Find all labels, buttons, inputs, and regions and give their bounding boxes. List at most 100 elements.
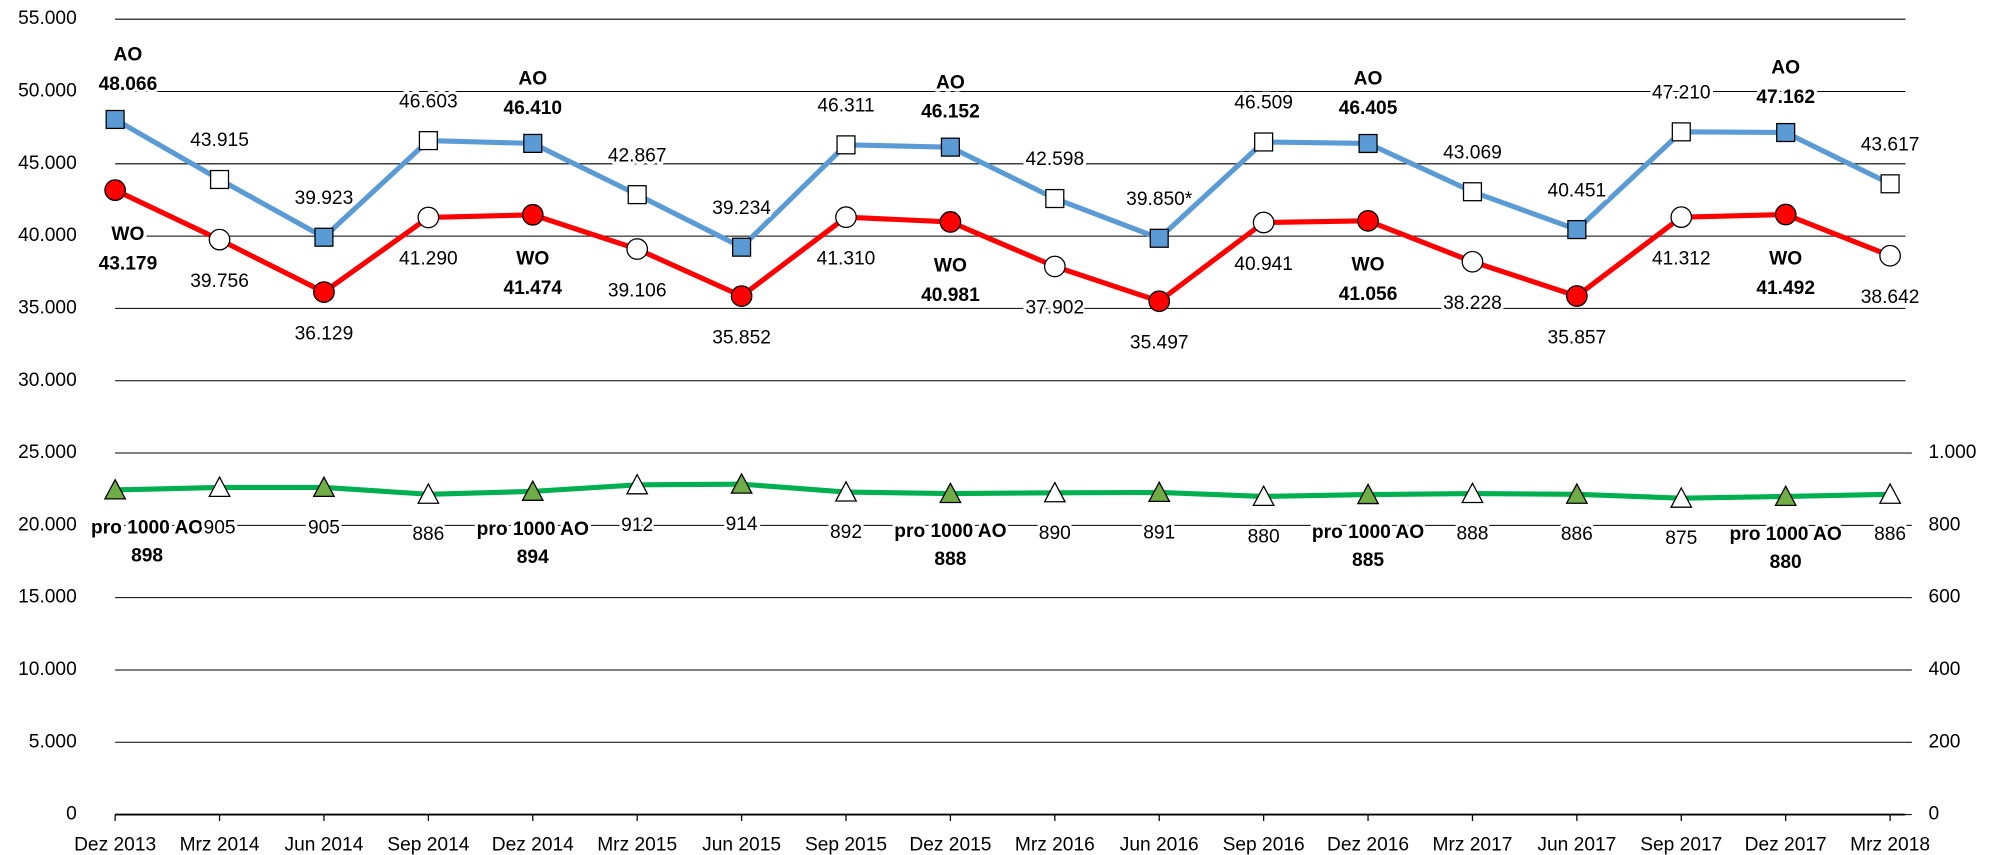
x-tick-label: Dez 2015 (909, 834, 991, 855)
value-label: 41.310 (817, 248, 876, 269)
marker (1043, 481, 1067, 503)
x-tick-label: Jun 2014 (285, 834, 364, 855)
value-label: 905 (204, 517, 236, 538)
marker (208, 475, 231, 497)
value-label: 41.474 (503, 278, 562, 299)
x-tick-label: Mrz 2018 (1850, 834, 1930, 855)
value-label: 43.617 (1861, 135, 1920, 156)
marker (105, 109, 125, 130)
value-label: 914 (726, 514, 758, 535)
value-label: 48.066 (99, 74, 158, 95)
value-label: 40.451 (1548, 180, 1607, 201)
value-label: 46.603 (399, 91, 458, 112)
series-name-label: pro 1000 AO (1730, 524, 1842, 545)
y-tick-label: 0 (66, 804, 77, 825)
y2-tick-label: 1.000 (1928, 442, 1976, 463)
x-tick-label: Jun 2015 (702, 834, 781, 855)
series-name-label: pro 1000 AO (1312, 522, 1424, 543)
value-label: 35.852 (712, 327, 771, 348)
marker (730, 285, 753, 307)
value-label: 890 (1039, 523, 1071, 544)
value-label: 43.069 (1443, 142, 1502, 163)
series-line (113, 117, 1892, 250)
marker (1045, 188, 1065, 209)
series-name-label: WO (1769, 248, 1802, 269)
series-name-label: WO (1352, 255, 1385, 276)
marker (314, 227, 334, 247)
marker (523, 133, 543, 154)
marker (1774, 484, 1797, 507)
value-label: 39.756 (190, 271, 249, 292)
marker (417, 482, 440, 504)
y-tick-label: 5.000 (29, 731, 77, 752)
value-label: 888 (1456, 524, 1488, 545)
marker (521, 203, 544, 226)
marker (1878, 482, 1902, 504)
value-label: 46.405 (1339, 98, 1398, 119)
value-label: 35.857 (1548, 327, 1607, 348)
marker (732, 237, 752, 257)
marker (1148, 290, 1171, 313)
value-label: 892 (830, 522, 862, 543)
marker (940, 137, 961, 157)
marker (1879, 244, 1901, 267)
value-label: 43.915 (190, 130, 249, 151)
marker (626, 238, 649, 260)
value-label: 41.056 (1339, 284, 1398, 305)
y2-tick-label: 200 (1928, 731, 1960, 752)
y-tick-label: 15.000 (18, 587, 77, 608)
x-tick-label: Sep 2016 (1223, 834, 1305, 855)
value-label: 886 (1561, 524, 1593, 545)
marker (417, 206, 440, 229)
value-label: 886 (1874, 524, 1906, 545)
series-line (115, 481, 1891, 501)
marker (730, 472, 753, 494)
value-label: 888 (934, 549, 966, 570)
value-label: 41.290 (399, 249, 458, 270)
marker (1461, 250, 1484, 273)
marker (1147, 480, 1171, 503)
marker (836, 135, 856, 155)
x-tick-label: Jun 2016 (1120, 834, 1199, 855)
marker (1252, 211, 1275, 234)
value-label: 898 (131, 545, 163, 566)
value-label: 40.941 (1234, 254, 1293, 275)
marker (208, 228, 231, 251)
marker (1358, 133, 1378, 154)
y-tick-label: 45.000 (18, 153, 77, 174)
x-tick-label: Mrz 2015 (597, 834, 677, 855)
series-name-label: pro 1000 AO (477, 519, 589, 540)
marker (1254, 132, 1274, 152)
x-tick-label: Mrz 2014 (180, 834, 260, 855)
marker (1565, 285, 1588, 307)
marker (1357, 209, 1379, 232)
y2-tick-label: 0 (1928, 804, 1939, 825)
series-name-label: WO (111, 224, 144, 245)
x-tick-label: Dez 2014 (492, 834, 574, 855)
value-label: 46.311 (817, 96, 874, 117)
value-label: 894 (517, 547, 549, 568)
x-tick-label: Sep 2014 (387, 834, 469, 855)
marker (625, 473, 649, 495)
series-name-label: pro 1000 AO (91, 517, 203, 538)
x-tick-label: Dez 2016 (1327, 834, 1409, 855)
marker (312, 475, 336, 497)
marker (1565, 482, 1589, 504)
value-label: 886 (412, 524, 444, 545)
value-label: 46.509 (1234, 93, 1293, 114)
marker (1356, 483, 1380, 505)
value-label: 885 (1352, 550, 1384, 571)
marker (1671, 122, 1691, 142)
marker (104, 179, 127, 202)
marker (1149, 228, 1169, 248)
marker (521, 479, 545, 501)
x-tick-label: Dez 2013 (74, 834, 156, 855)
y-tick-label: 25.000 (18, 442, 77, 463)
marker (1670, 206, 1693, 229)
x-tick-label: Sep 2017 (1640, 834, 1722, 855)
series-name-label: WO (934, 256, 967, 277)
value-label: 912 (621, 515, 653, 536)
y-tick-label: 20.000 (18, 514, 77, 535)
value-label: 46.152 (921, 102, 980, 123)
value-label: 880 (1248, 526, 1280, 547)
